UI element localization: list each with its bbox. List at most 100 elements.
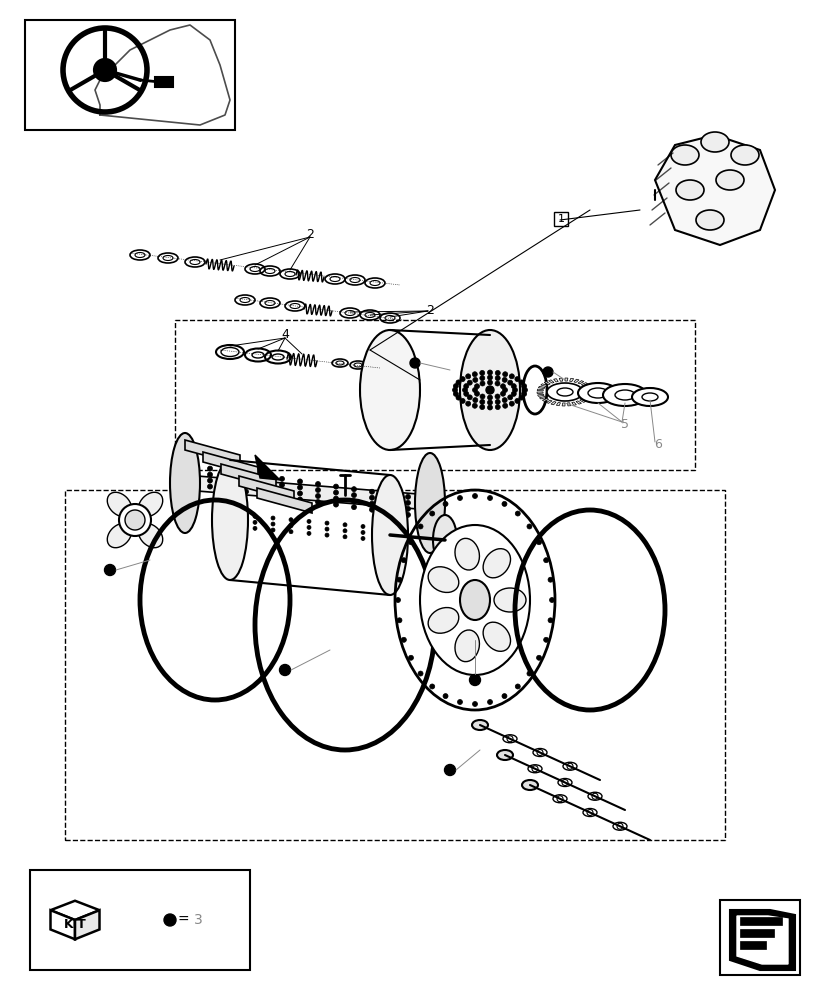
Circle shape <box>315 488 320 492</box>
Circle shape <box>297 485 302 490</box>
Circle shape <box>519 380 523 385</box>
Circle shape <box>501 501 506 506</box>
Circle shape <box>325 527 328 531</box>
Polygon shape <box>736 916 787 964</box>
Circle shape <box>466 380 471 385</box>
Circle shape <box>462 387 467 392</box>
Circle shape <box>487 400 492 405</box>
Circle shape <box>514 377 519 382</box>
Circle shape <box>208 484 213 489</box>
Circle shape <box>509 374 514 379</box>
Circle shape <box>502 372 507 377</box>
Bar <box>739 917 781 925</box>
Circle shape <box>452 387 457 392</box>
Polygon shape <box>546 400 552 403</box>
Ellipse shape <box>696 210 723 230</box>
Circle shape <box>502 377 507 382</box>
Circle shape <box>325 533 328 537</box>
Circle shape <box>395 597 400 602</box>
Circle shape <box>333 484 338 489</box>
Ellipse shape <box>528 765 542 773</box>
Polygon shape <box>585 395 591 398</box>
Polygon shape <box>573 379 578 382</box>
Circle shape <box>487 405 492 410</box>
Polygon shape <box>221 464 275 489</box>
Circle shape <box>456 395 461 400</box>
Polygon shape <box>577 381 583 384</box>
Circle shape <box>208 478 213 483</box>
Circle shape <box>225 475 230 480</box>
Ellipse shape <box>482 549 510 578</box>
Polygon shape <box>579 399 585 402</box>
Circle shape <box>342 535 347 539</box>
Polygon shape <box>550 402 556 405</box>
Bar <box>65 490 724 840</box>
Circle shape <box>442 694 447 699</box>
Ellipse shape <box>715 170 743 190</box>
Ellipse shape <box>494 588 525 612</box>
Circle shape <box>472 493 477 498</box>
Circle shape <box>457 495 462 500</box>
Ellipse shape <box>371 475 408 595</box>
Circle shape <box>315 493 320 498</box>
Circle shape <box>325 521 328 525</box>
Circle shape <box>243 489 248 494</box>
Circle shape <box>333 502 338 507</box>
Ellipse shape <box>428 608 458 633</box>
Ellipse shape <box>521 780 538 790</box>
Ellipse shape <box>360 330 419 450</box>
Ellipse shape <box>119 504 151 536</box>
Polygon shape <box>569 378 573 382</box>
Circle shape <box>521 391 526 396</box>
Polygon shape <box>543 382 550 385</box>
Polygon shape <box>203 452 258 477</box>
Circle shape <box>471 372 476 377</box>
Circle shape <box>208 466 213 471</box>
Polygon shape <box>547 380 553 383</box>
Circle shape <box>351 493 356 498</box>
Polygon shape <box>537 394 543 396</box>
Circle shape <box>469 674 480 686</box>
Text: 1: 1 <box>557 214 564 224</box>
Circle shape <box>387 492 392 497</box>
Polygon shape <box>542 398 548 401</box>
Circle shape <box>495 370 500 375</box>
Circle shape <box>315 499 320 504</box>
Polygon shape <box>255 455 280 480</box>
Text: KIT: KIT <box>64 918 86 931</box>
Ellipse shape <box>700 132 728 152</box>
Ellipse shape <box>562 762 576 770</box>
Polygon shape <box>586 391 592 392</box>
Bar <box>719 900 799 975</box>
Circle shape <box>289 530 293 534</box>
Circle shape <box>460 377 465 382</box>
Circle shape <box>253 526 256 530</box>
Ellipse shape <box>212 460 248 580</box>
Circle shape <box>361 536 365 540</box>
Circle shape <box>514 684 519 689</box>
Circle shape <box>500 391 504 396</box>
Ellipse shape <box>547 383 582 401</box>
Circle shape <box>270 522 275 526</box>
Ellipse shape <box>454 630 479 662</box>
Circle shape <box>409 358 419 368</box>
Circle shape <box>480 381 485 386</box>
Polygon shape <box>50 901 99 920</box>
Polygon shape <box>537 389 543 391</box>
Ellipse shape <box>460 580 490 620</box>
Circle shape <box>526 524 531 529</box>
Circle shape <box>526 671 531 676</box>
Circle shape <box>487 380 492 385</box>
Ellipse shape <box>670 145 698 165</box>
Circle shape <box>500 384 504 389</box>
Circle shape <box>487 495 492 500</box>
Circle shape <box>472 702 477 706</box>
Polygon shape <box>583 385 590 388</box>
Text: 3: 3 <box>194 913 202 927</box>
Polygon shape <box>576 401 581 404</box>
Circle shape <box>208 472 213 477</box>
Circle shape <box>463 384 468 389</box>
Ellipse shape <box>428 567 458 592</box>
Circle shape <box>512 387 517 392</box>
Polygon shape <box>566 403 570 406</box>
